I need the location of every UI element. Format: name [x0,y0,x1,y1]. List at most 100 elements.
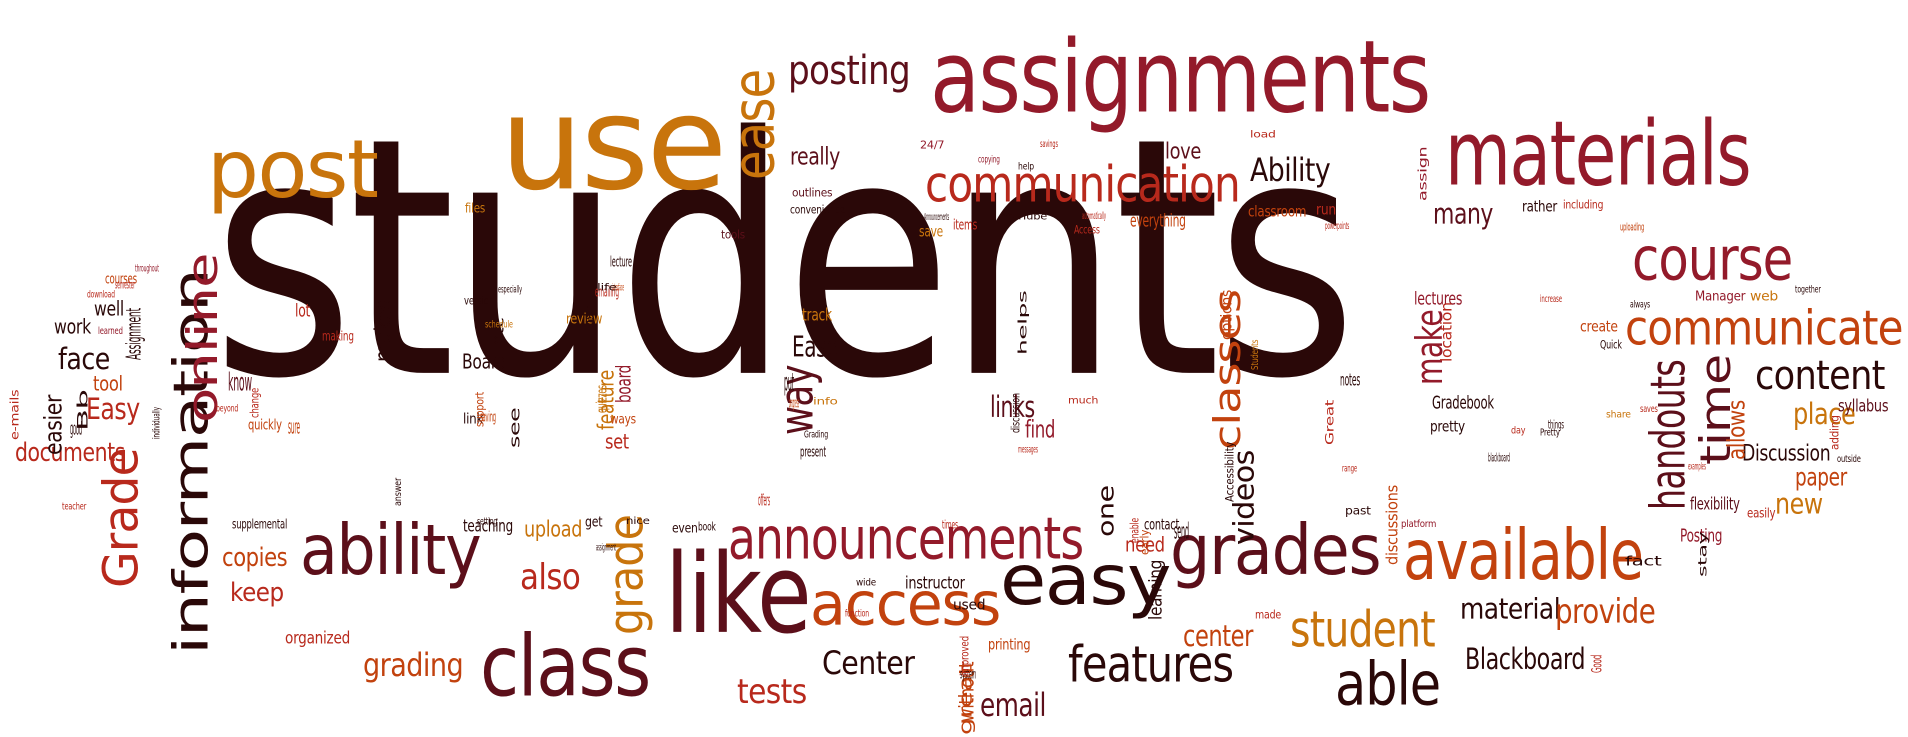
word-makes: makes [370,299,396,362]
word-material: material [1460,592,1561,626]
word-discussions: discussions [1383,485,1402,565]
word-ability: Ability [1250,151,1331,189]
word-answer: answer [393,477,404,506]
word-quizzes: quizzes [593,385,610,413]
word-posting: posting [788,46,911,94]
word-uploading: uploading [1620,220,1645,234]
word-discussion: Discussion [1742,440,1831,466]
word-copies: copies [222,542,288,573]
word-good: good [70,418,82,439]
word-sure: sure [288,416,300,439]
word-link: link [463,410,484,427]
word-access: access [810,569,1001,640]
word-ease: Ease [792,330,839,364]
word-posting: Posting [1680,525,1723,546]
word-made: made [1255,608,1282,622]
word-keep: keep [230,577,284,608]
word-e-mails: e-mails [8,389,22,440]
word-past: past [1345,504,1371,518]
word-announcements: Announcements [924,212,950,223]
word-love: love [1165,138,1202,164]
word-organized: organized [285,628,350,648]
word-work: work [54,316,91,339]
word-options: options [1218,289,1236,340]
word-find: find [1025,415,1056,444]
word-upload: upload [524,516,583,542]
word-nice: nice [626,516,650,527]
word-platform: platform [1401,519,1437,530]
word-online: online [178,253,228,423]
word-progress: progress [789,394,799,411]
word-assignments: assignments [930,19,1431,136]
word-grades: grades [1170,508,1382,591]
word-paper: paper [1795,462,1847,492]
word-post: post [207,123,379,217]
word-lectures: lectures [1414,288,1463,309]
word-use: use [500,68,727,220]
word-individually: individually [150,406,162,439]
word-schedule: schedule [485,318,513,330]
word-know: know [228,367,252,397]
word-discussion: discussion [1009,393,1023,433]
word-new: new [1775,487,1823,521]
word-students: students [212,67,1357,452]
word-good: Good [1588,654,1605,673]
word-documents: documents [15,437,126,468]
word-contact: contact [1144,516,1180,534]
word-web: web [1750,288,1778,304]
word-help: help [1018,160,1034,172]
word-well: well [94,298,124,321]
word-one: one [1093,485,1119,537]
word-really: really [790,142,840,171]
word-many: many [1433,197,1493,231]
word-including: including [1563,198,1604,212]
word-flexibility: flexibility [1690,494,1740,514]
word-pretty: pretty [1430,418,1465,436]
word-center: Center [822,644,915,682]
word-classroom: classroom [1248,203,1307,221]
word-teacher: teacher [62,500,87,512]
word-much: much [1068,394,1099,406]
word-savings: savings [1040,139,1058,150]
word-helps: helps [1016,290,1030,355]
word-copying: copying [978,153,1000,165]
word-handouts: handouts [1640,359,1697,510]
word-early: early [1138,529,1152,555]
word-lot: lot [295,300,311,321]
word-items: items [953,216,978,233]
word-throughout: throughout [135,262,159,274]
word-easier: easier [39,395,68,455]
word-run: run [1316,201,1336,219]
word-blackboard: Blackboard [1465,642,1586,677]
word-especially: especially [498,283,522,295]
word-course: course [1632,224,1793,295]
word-tool: tool [93,373,123,396]
word-blackboard: blackboard [1488,451,1510,465]
word-pretty: Pretty [1540,426,1560,438]
word-used: used [953,596,986,613]
word-face: face [58,342,110,377]
word-support: support [473,391,487,427]
word-outlines: outlines [792,186,833,200]
word-place: place [1793,397,1856,432]
word-even: even [672,520,698,536]
word-provide: provide [1555,592,1656,632]
word-content: content [1755,351,1885,399]
word-board: board [613,364,636,403]
word-communication: communication [925,155,1241,214]
word-need: need [1125,534,1165,557]
word-system: system [960,666,977,682]
word-beyond: beyond [216,402,239,414]
word-review: review [566,310,603,327]
word-like: like [665,530,812,658]
word-powerpoints: powerpoints [1325,221,1350,232]
word-emailing: emailing [595,283,619,300]
word-track: track [802,305,832,325]
word-making: making [322,328,354,344]
word-lecture: lecture [610,253,632,270]
word-always: always [1630,298,1651,310]
word-load: load [1250,128,1276,140]
word-present: present [800,443,826,460]
word-assign: assign [1416,146,1430,201]
word-things: things [1548,418,1565,432]
